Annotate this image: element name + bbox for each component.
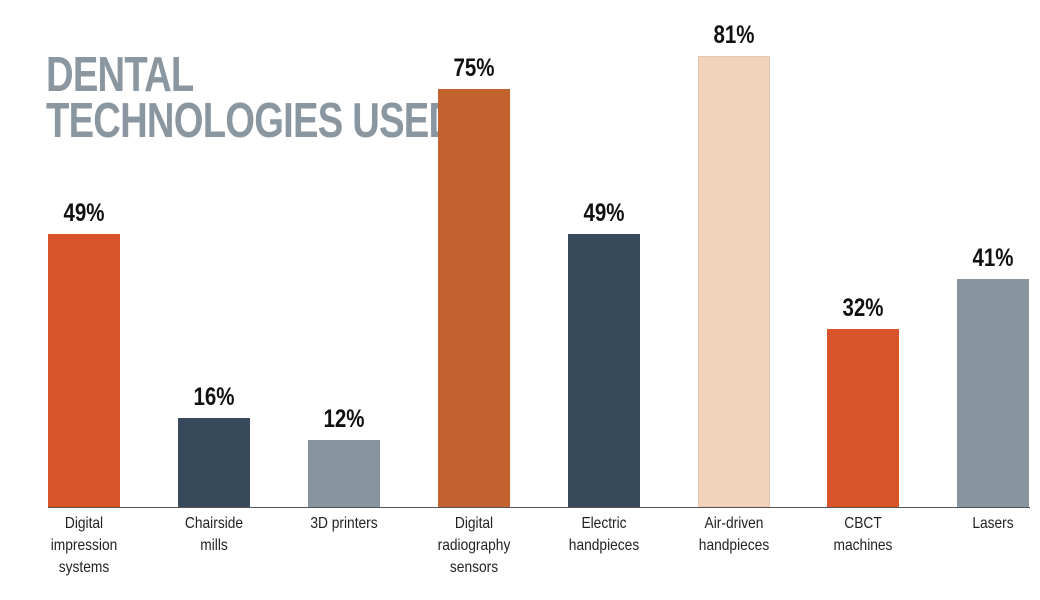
- bar: [568, 234, 640, 507]
- bar: [178, 418, 250, 507]
- category-label-line: Air-driven: [704, 515, 764, 532]
- category-label-line: mills: [200, 537, 228, 554]
- bar-value-label: 49%: [583, 199, 625, 227]
- bar: [698, 56, 770, 507]
- category-label-line: systems: [58, 559, 110, 576]
- category-label: Digital impression systems: [28, 513, 140, 579]
- bar-value-label: 12%: [323, 405, 365, 433]
- category-label-line: impression: [50, 537, 118, 554]
- category-label-line: Chairside: [184, 515, 244, 532]
- category-label: Air-driven handpieces: [678, 513, 790, 557]
- category-label-line: CBCT: [844, 515, 882, 532]
- category-label-line: radiography: [437, 537, 511, 554]
- bar-value-label: 41%: [972, 244, 1014, 272]
- bar-value-label: 49%: [63, 199, 105, 227]
- chart-title: DENTAL TECHNOLOGIES USED: [46, 48, 456, 148]
- category-label-line: machines: [833, 537, 893, 554]
- chart-title-line-1: DENTAL: [46, 48, 194, 102]
- bar-value-label: 32%: [842, 294, 884, 322]
- category-label-line: Digital: [454, 515, 494, 532]
- x-axis-baseline: [48, 507, 1030, 508]
- bar: [827, 329, 899, 507]
- bar-value-label: 75%: [453, 54, 495, 82]
- category-label-line: Electric: [581, 515, 627, 532]
- bar: [48, 234, 120, 507]
- category-label-line: 3D printers: [310, 515, 378, 532]
- category-label-line: Digital: [64, 515, 104, 532]
- category-label-line: Lasers: [972, 515, 1014, 532]
- category-label: Electric handpieces: [548, 513, 660, 557]
- category-label-line: handpieces: [568, 537, 640, 554]
- bar: [438, 89, 510, 507]
- bar-value-label: 16%: [193, 383, 235, 411]
- chart-title-line-2: TECHNOLOGIES USED: [46, 94, 456, 148]
- category-label: 3D printers: [288, 513, 400, 535]
- category-label: CBCT machines: [807, 513, 919, 557]
- bar-value-label: 81%: [713, 21, 755, 49]
- category-label-line: sensors: [449, 559, 499, 576]
- category-label: Digital radiography sensors: [418, 513, 530, 579]
- category-label: Lasers: [937, 513, 1040, 535]
- category-label-line: handpieces: [698, 537, 770, 554]
- bar: [308, 440, 380, 507]
- bar: [957, 279, 1029, 507]
- category-label: Chairside mills: [158, 513, 270, 557]
